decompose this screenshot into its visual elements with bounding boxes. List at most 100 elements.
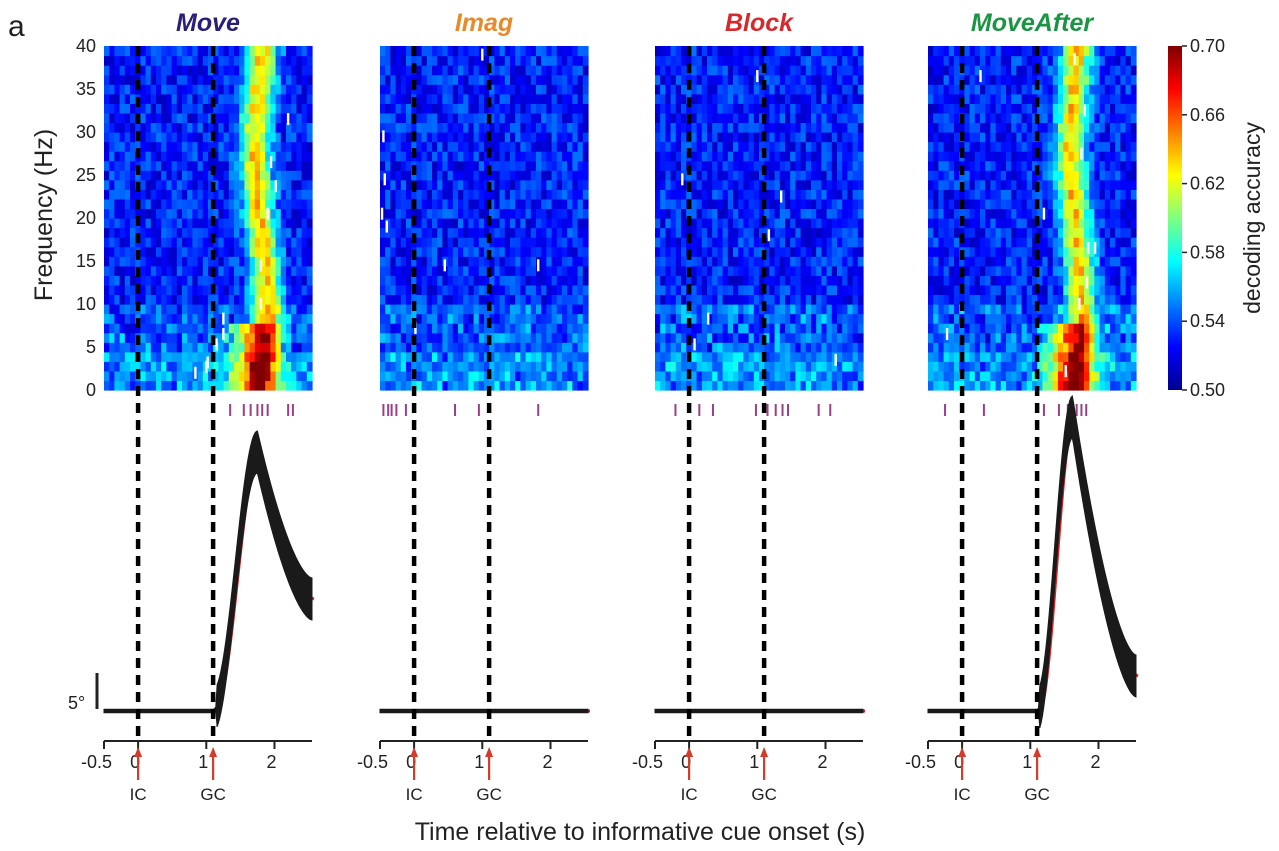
heatmap-cell	[712, 46, 718, 57]
heatmap-cell	[837, 46, 843, 57]
heatmap-cell	[197, 151, 204, 162]
heatmap-cell	[753, 132, 760, 143]
heatmap-cell	[218, 275, 225, 286]
heatmap-cell	[395, 151, 402, 162]
heatmap-cell	[821, 55, 828, 66]
heatmap-cell	[395, 284, 402, 296]
heatmap-cell	[938, 151, 945, 162]
heatmap-cell	[525, 198, 532, 210]
heatmap-cell	[213, 122, 219, 133]
heatmap-cell	[114, 256, 121, 267]
heatmap-cell	[790, 151, 796, 162]
heatmap-cell	[249, 246, 256, 257]
heatmap-cell	[380, 313, 386, 324]
heatmap-cell	[821, 132, 828, 143]
heatmap-cell	[306, 189, 313, 200]
heatmap-cell	[406, 93, 412, 104]
heatmap-cell	[458, 370, 464, 382]
heatmap-cell	[837, 179, 843, 190]
heatmap-cell	[577, 275, 584, 286]
heatmap-cell	[842, 294, 848, 305]
heatmap-cell	[753, 294, 760, 305]
heatmap-cell	[406, 227, 412, 238]
heatmap-cell	[779, 218, 786, 229]
heatmap-cell	[171, 198, 178, 210]
heatmap-cell	[795, 351, 802, 362]
heatmap-cell	[759, 380, 765, 391]
heatmap-cell	[254, 74, 261, 85]
heatmap-cell	[176, 304, 183, 315]
heatmap-cell	[985, 74, 991, 85]
heatmap-cell	[171, 132, 178, 143]
heatmap-cell	[665, 65, 672, 76]
heatmap-cell	[857, 380, 864, 391]
heatmap-cell	[546, 170, 553, 181]
heatmap-cell	[478, 342, 485, 353]
heatmap-cell	[969, 237, 976, 248]
heatmap-cell	[109, 46, 115, 57]
heatmap-cell	[504, 141, 511, 152]
heatmap-cell	[717, 198, 724, 210]
heatmap-cell	[995, 74, 1002, 85]
heatmap-cell	[114, 65, 121, 76]
heatmap-cell	[795, 74, 802, 85]
heatmap-cell	[670, 179, 677, 190]
heatmap-cell	[156, 284, 162, 296]
heatmap-cell	[954, 74, 960, 85]
heatmap-cell	[928, 361, 934, 372]
heatmap-cell	[494, 237, 501, 248]
heatmap-cell	[816, 151, 822, 162]
heatmap-cell	[119, 256, 126, 267]
heatmap-cell	[473, 237, 480, 248]
heatmap-cell	[805, 132, 812, 143]
heatmap-cell	[484, 256, 490, 267]
heatmap-cell	[816, 380, 822, 391]
heatmap-cell	[463, 265, 469, 276]
heatmap-cell	[954, 112, 960, 124]
heatmap-cell	[395, 342, 402, 353]
heatmap-cell	[969, 151, 976, 162]
heatmap-cell	[546, 275, 553, 286]
heatmap-cell	[395, 84, 402, 95]
heatmap-cell	[541, 323, 547, 334]
heatmap-cell	[171, 304, 178, 315]
heatmap-cell	[104, 74, 110, 85]
heatmap-cell	[556, 84, 563, 95]
heatmap-cell	[484, 294, 490, 305]
heatmap-cell	[717, 332, 724, 343]
heatmap-cell	[954, 265, 960, 276]
heatmap-cell	[218, 93, 225, 104]
heatmap-cell	[980, 275, 986, 286]
heatmap-cell	[712, 103, 718, 114]
heatmap-cell	[816, 198, 822, 210]
heatmap-cell	[928, 351, 934, 362]
heatmap-cell	[301, 103, 308, 114]
heatmap-cell	[385, 227, 391, 238]
heatmap-cell	[665, 323, 672, 334]
heatmap-cell	[426, 237, 433, 248]
heatmap-cell	[114, 55, 121, 66]
heatmap-cell	[831, 304, 838, 315]
heatmap-cell	[990, 84, 997, 95]
heatmap-cell	[197, 65, 204, 76]
heatmap-cell	[795, 361, 802, 372]
heatmap-cell	[712, 323, 718, 334]
heatmap-cell	[270, 74, 277, 85]
heatmap-cell	[447, 189, 454, 200]
heatmap-cell	[811, 103, 817, 114]
heatmap-cell	[478, 361, 485, 372]
heatmap-cell	[556, 380, 563, 391]
heatmap-cell	[816, 65, 822, 76]
heatmap-cell	[234, 151, 240, 162]
heatmap-cell	[296, 103, 303, 114]
heatmap-cell	[985, 65, 991, 76]
heatmap-cell	[785, 46, 791, 57]
heatmap-cell	[525, 323, 532, 334]
heatmap-cell	[980, 265, 986, 276]
heatmap-cell	[842, 179, 848, 190]
heatmap-cell	[525, 160, 532, 171]
heatmap-cell	[442, 189, 449, 200]
heatmap-cell	[933, 65, 939, 76]
heatmap-cell	[260, 208, 266, 219]
heatmap-cell	[306, 227, 313, 238]
